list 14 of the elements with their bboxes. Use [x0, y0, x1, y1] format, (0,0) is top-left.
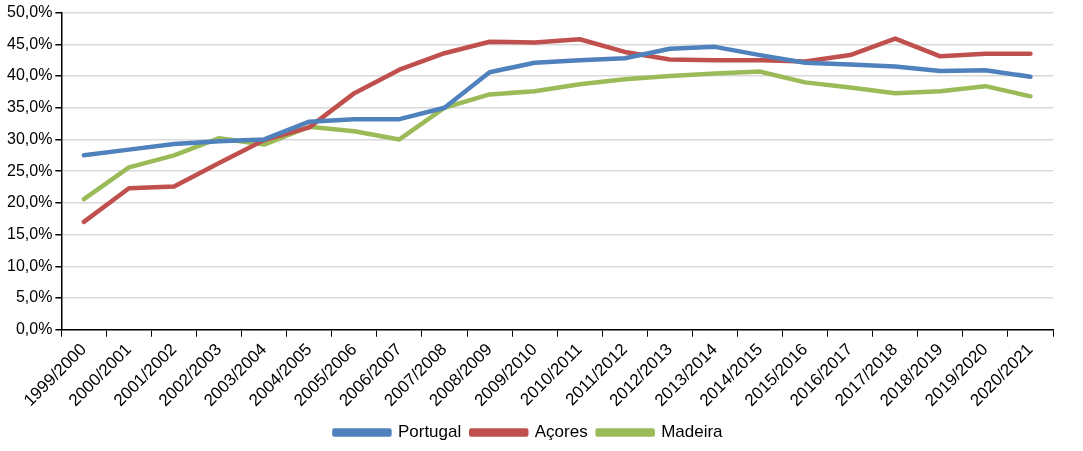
y-tick-label: 25,0%: [6, 161, 53, 179]
y-tick-label: 0,0%: [15, 320, 53, 338]
y-tick-label: 20,0%: [6, 193, 53, 211]
legend-label: Açores: [534, 422, 588, 442]
y-tick-label: 45,0%: [6, 34, 53, 52]
y-tick-label: 5,0%: [15, 288, 53, 306]
legend-label: Portugal: [397, 422, 462, 442]
y-tick-label: 15,0%: [6, 225, 53, 243]
y-tick-label: 40,0%: [6, 66, 53, 84]
y-tick-label: 10,0%: [6, 256, 53, 274]
legend-label: Madeira: [661, 422, 724, 442]
y-tick-label: 35,0%: [6, 98, 53, 116]
y-tick-label: 50,0%: [6, 3, 53, 21]
y-tick-label: 30,0%: [6, 129, 53, 147]
